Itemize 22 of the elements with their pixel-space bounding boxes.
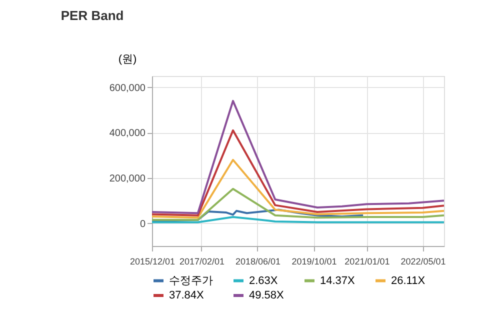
y-tick-label: 200,000 (109, 174, 146, 184)
line-series (151, 129, 445, 216)
legend-label: 14.37X (320, 274, 356, 287)
chart-title: PER Band (60, 8, 124, 23)
line-series (151, 188, 445, 221)
line-series (151, 158, 445, 219)
y-tick-label: 400,000 (109, 128, 146, 140)
legend-label: 49.58X (249, 290, 285, 302)
x-tick-label: 2019/10/01 (292, 256, 337, 266)
legend-label: 37.84X (169, 290, 205, 302)
y-tick-label: 0 (140, 218, 146, 230)
y-tick-label: 600,000 (109, 82, 146, 94)
x-tick-label: 2021/01/01 (344, 256, 390, 266)
line-series (151, 100, 445, 214)
x-tick-label: 2018/06/01 (235, 256, 281, 266)
x-tick-label: 2022/05/01 (400, 256, 446, 266)
y-axis-title: (원) (118, 54, 137, 66)
x-tick-label: 2017/02/01 (179, 256, 224, 266)
legend-label: 26.11X (391, 274, 426, 287)
x-tick-label: 2015/12/01 (130, 256, 176, 266)
legend-label: 수정주가 (169, 274, 213, 287)
legend-label: 2.63X (249, 274, 278, 287)
